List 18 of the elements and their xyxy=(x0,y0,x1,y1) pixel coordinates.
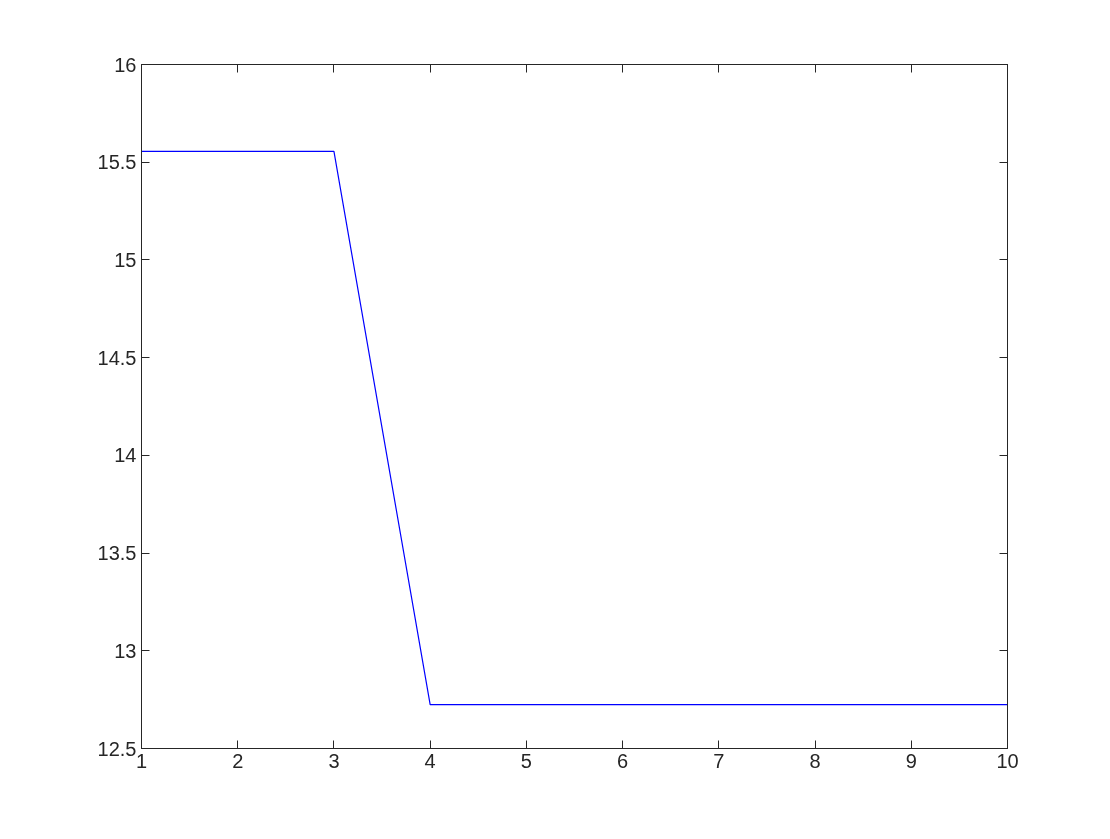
x-tick-label: 6 xyxy=(617,749,629,772)
x-tick-label: 4 xyxy=(424,749,436,772)
y-tick-label: 13.5 xyxy=(97,542,137,565)
y-tick-label: 14.5 xyxy=(97,346,137,369)
y-tick-label: 15 xyxy=(114,248,137,271)
y-tick-label: 14 xyxy=(114,444,137,467)
y-tick-label: 13 xyxy=(114,639,137,662)
y-tick-label: 12.5 xyxy=(97,737,137,760)
x-tick-label: 3 xyxy=(328,749,340,772)
x-tick-label: 1 xyxy=(135,749,148,772)
x-tick-label: 5 xyxy=(520,749,532,772)
x-tick-label: 8 xyxy=(809,749,821,772)
x-tick-label: 9 xyxy=(905,749,917,772)
x-tick-label: 2 xyxy=(232,749,244,772)
x-tick-label: 10 xyxy=(996,749,1019,772)
y-tick-label: 16 xyxy=(114,53,137,76)
x-tick-label: 7 xyxy=(713,749,725,772)
y-tick-label: 15.5 xyxy=(97,151,137,174)
